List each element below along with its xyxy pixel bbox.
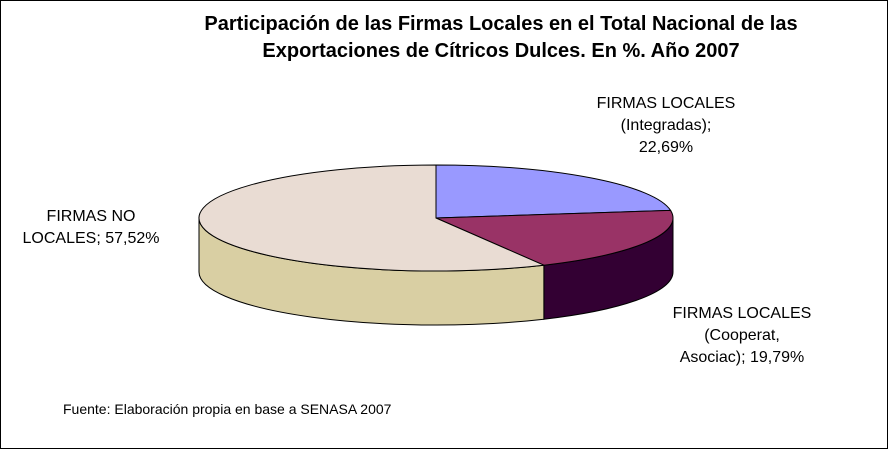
source-note: Fuente: Elaboración propia en base a SEN… — [63, 401, 392, 417]
slice-label-no-locales-line-1: FIRMAS NO — [46, 208, 136, 225]
slice-label-no-locales-line-2: LOCALES; 57,52% — [22, 230, 160, 247]
slice-label-integradas-line-2: (Integradas); — [620, 117, 712, 134]
slice-label-no-locales: FIRMAS NO LOCALES; 57,52% — [1, 206, 181, 250]
chart-title: Participación de las Firmas Locales en e… — [151, 11, 851, 65]
pie-slice-top-2 — [198, 164, 546, 272]
pie-slice-top-0 — [435, 164, 672, 219]
slice-label-cooperat-line-1: FIRMAS LOCALES — [672, 305, 812, 322]
chart-title-line-1: Participación de las Firmas Locales en e… — [204, 13, 798, 35]
slice-label-cooperat-line-3: Asociac); 19,79% — [679, 349, 805, 366]
slice-label-integradas-line-3: 22,69% — [638, 139, 694, 156]
slice-label-integradas-line-1: FIRMAS LOCALES — [596, 95, 736, 112]
pie-slice-top-1 — [435, 209, 674, 266]
slice-label-integradas: FIRMAS LOCALES (Integradas); 22,69% — [581, 93, 751, 159]
slice-label-cooperat-line-2: (Cooperat, — [704, 327, 780, 344]
chart-title-line-2: Exportaciones de Cítricos Dulces. En %. … — [262, 40, 740, 62]
slice-label-cooperat: FIRMAS LOCALES (Cooperat, Asociac); 19,7… — [647, 303, 837, 369]
